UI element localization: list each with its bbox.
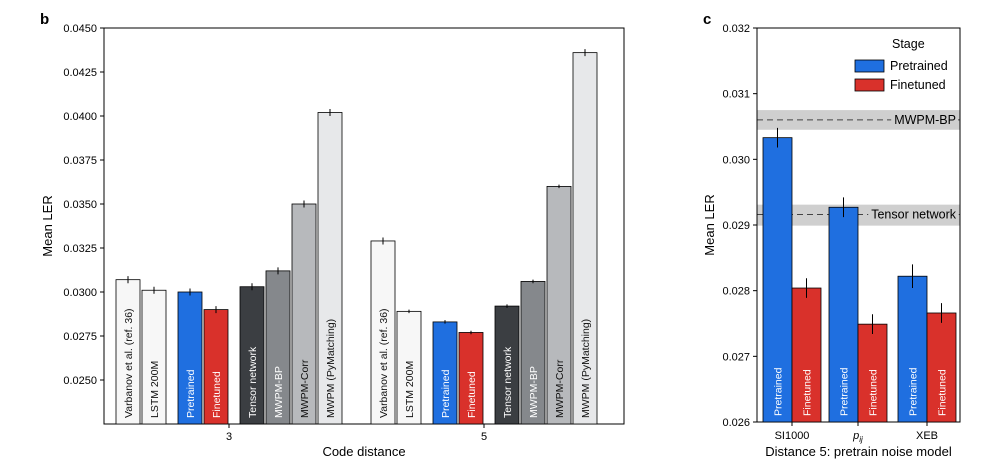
chart-b-bar [115, 279, 141, 425]
chart-c-xtick-main: p [852, 430, 859, 442]
chart-c-xtick-label: SI1000 [775, 430, 810, 442]
chart-c-ytick-label: 0.030 [722, 154, 750, 166]
chart-c-ytick-label: 0.026 [722, 417, 750, 429]
chart-b-ytick-label: 0.0350 [63, 199, 97, 211]
chart-c-xtick-label: pij [852, 430, 863, 444]
chart-c-bar [828, 206, 859, 423]
chart-b-bar [239, 286, 265, 425]
chart-b-bar [520, 281, 546, 425]
legend-swatch [854, 59, 885, 73]
chart-c-ref-label-bg [891, 111, 958, 128]
chart-c-ytick-label: 0.029 [722, 220, 750, 232]
chart-b-bar [546, 185, 572, 425]
chart-c-ytick-label: 0.028 [722, 286, 750, 298]
chart-c-xtick-main: SI1000 [775, 430, 810, 442]
chart-c-bar-label: Pretrained [773, 367, 785, 416]
chart-c-ytick-label: 0.032 [722, 23, 750, 35]
chart-b-bar [458, 332, 484, 425]
chart-b-bar-label: LSTM 200M [404, 361, 416, 418]
chart-c-bar [791, 287, 822, 423]
chart-b-frame [103, 27, 625, 425]
chart-b-bar [494, 305, 520, 425]
chart-c-bar-label: Pretrained [839, 367, 851, 416]
chart-b-ytick-label: 0.0425 [63, 67, 97, 79]
panel-label-c: c [703, 11, 711, 28]
chart-b-bar-label: Varbanov et al. (ref. 36) [123, 308, 135, 418]
chart-c-bar-label: Finetuned [937, 369, 949, 416]
chart-b-bar [141, 289, 167, 425]
chart-b-bar-label: LSTM 200M [149, 361, 161, 418]
chart-b-layer: 0.0250 0.0275 0.0300 0.0325 0.0350 0.0375 0.04… [40, 23, 625, 459]
legend-label: Pretrained [890, 59, 948, 73]
chart-b-bar-label: MWPM-Corr [299, 359, 311, 418]
chart-b-bar-label: Varbanov et al. (ref. 36) [378, 308, 390, 418]
chart-c-ref-label-bg [868, 206, 959, 223]
chart-b-ytick-label: 0.0325 [63, 243, 97, 255]
legend-label: Finetuned [890, 78, 946, 92]
chart-b-ytick-label: 0.0300 [63, 287, 97, 299]
chart-b-bar-label: Tensor network [502, 346, 514, 418]
chart-b-bar [370, 240, 396, 425]
chart-b-bar [572, 52, 598, 425]
chart-b-bar [291, 203, 317, 425]
chart-c-bar-label: Finetuned [868, 369, 880, 416]
legend-swatch [854, 78, 885, 92]
chart-b-ylabel: Mean LER [40, 195, 55, 256]
chart-c-xtick-main: XEB [916, 430, 938, 442]
chart-b-bar [432, 321, 458, 425]
chart-b-bar-label: Tensor network [247, 346, 259, 418]
chart-b-ytick-label: 0.0400 [63, 111, 97, 123]
panel-label-b: b [40, 11, 49, 28]
chart-c-bar [926, 312, 957, 423]
chart-c-xtick-subscript: ij [859, 435, 863, 444]
chart-b-bar-label: Pretrained [440, 369, 452, 418]
chart-c-xlabel: Distance 5: pretrain noise model [765, 444, 952, 459]
legend-title: Stage [892, 37, 925, 51]
chart-b-xtick-label: 3 [226, 431, 232, 443]
chart-b-bar-label: Finetuned [211, 371, 223, 418]
chart-b-bar-label: MWPM-BP [273, 366, 285, 418]
chart-c-ref-label: Tensor network [871, 207, 957, 221]
chart-c-xtick-label: XEB [916, 430, 938, 442]
chart-b-ytick-label: 0.0375 [63, 155, 97, 167]
chart-b-xtick-label: 5 [481, 431, 487, 443]
chart-c-bar [762, 137, 793, 423]
chart-b-bar-label: MWPM (PyMatching) [325, 319, 337, 418]
chart-b-xlabel: Code distance [322, 444, 405, 459]
chart-b-bar-label: Finetuned [466, 371, 478, 418]
chart-c-ytick-label: 0.027 [722, 351, 750, 363]
chart-c-bar-label: Pretrained [908, 367, 920, 416]
chart-b-ytick-label: 0.0275 [63, 331, 97, 343]
chart-c-layer: 0.026 0.027 0.028 0.029 0.030 0.031 0.032 Mean … [702, 23, 961, 459]
chart-b-bar-label: MWPM-BP [528, 366, 540, 418]
chart-c-ylabel: Mean LER [702, 194, 717, 255]
chart-b-ytick-label: 0.0450 [63, 23, 97, 35]
chart-c-bar-label: Finetuned [802, 369, 814, 416]
chart-b-bar-label: Pretrained [185, 369, 197, 418]
chart-c-ytick-label: 0.031 [722, 89, 750, 101]
chart-c-ref-label: MWPM-BP [894, 113, 956, 127]
chart-b-bar-label: MWPM-Corr [554, 359, 566, 418]
chart-b-bar-label: MWPM (PyMatching) [580, 319, 592, 418]
chart-b-ytick-label: 0.0250 [63, 375, 97, 387]
chart-b-bar [317, 112, 343, 425]
